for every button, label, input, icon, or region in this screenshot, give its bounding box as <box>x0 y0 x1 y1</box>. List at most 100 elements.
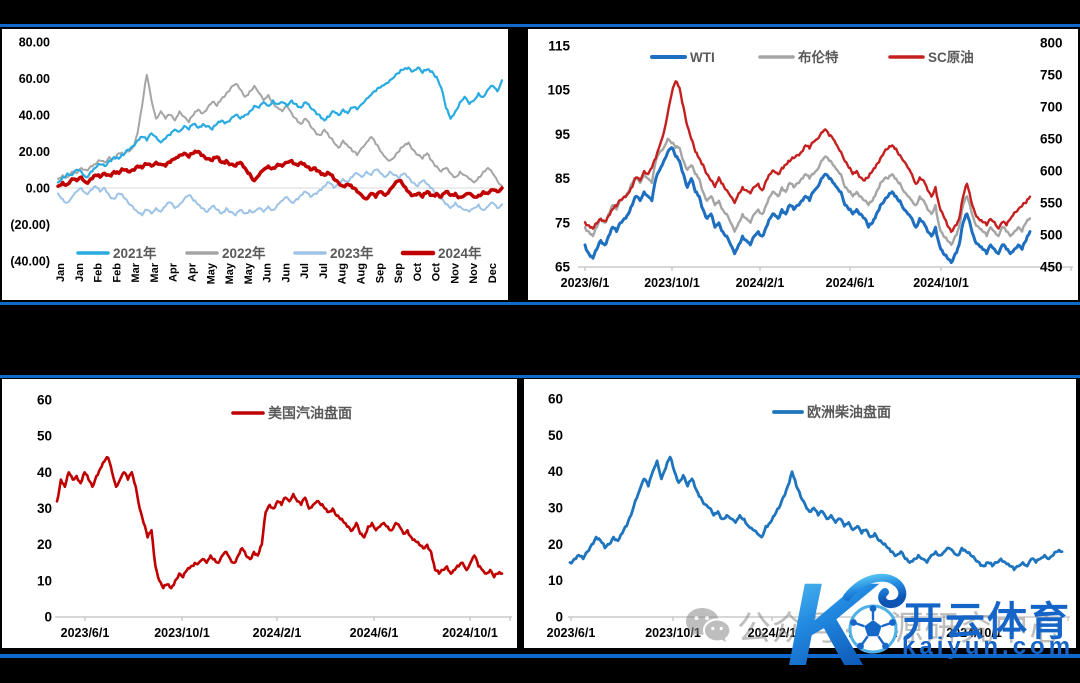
legend-label: SC原油 <box>928 49 974 65</box>
x-axis-tick-label: May <box>205 262 217 284</box>
x-axis-tick-label: Aug <box>337 263 349 284</box>
x-axis-tick-label: Apr <box>168 262 180 282</box>
legend-label: 2023年 <box>330 245 374 261</box>
series-line-WTI <box>583 146 1032 265</box>
y-axis-tick-label: 60 <box>37 393 52 408</box>
x-axis-tick-label: Feb <box>93 263 105 283</box>
y-axis-tick-label: (40.00) <box>10 255 50 269</box>
y-axis-tick-label: (20.00) <box>10 218 50 232</box>
x-axis-tick-label: Oct <box>412 263 424 282</box>
y-axis-tick-label: 700 <box>1040 100 1063 115</box>
legend-label: WTI <box>690 50 715 65</box>
y-axis-tick-label: 20.00 <box>19 145 50 159</box>
brand-domain: kaiyun.com <box>902 633 1075 660</box>
kaiyun-logo-icon: K <box>787 559 907 683</box>
y-axis-tick-label: 10 <box>37 573 52 588</box>
chart-panel-yearly-spread: 80.00 60.00 40.00 20.00 0.00 (20.00) (40.00) Ja… <box>2 29 508 300</box>
y-axis-tick-label: 30 <box>548 501 563 516</box>
y-axis-tick-label: 0 <box>44 610 52 625</box>
wechat-watermark-text: 公众号·能源研究中心 <box>737 610 1065 648</box>
divider-bottom <box>0 654 1080 658</box>
y-axis-tick-label: 450 <box>1040 260 1063 275</box>
series-line-SC原油 <box>583 80 1032 234</box>
series-line-布伦特 <box>583 137 1032 247</box>
x-axis-tick-label: Nov <box>468 262 480 284</box>
divider-top <box>0 24 1080 27</box>
x-axis-tick-label: Aug <box>356 263 368 284</box>
y-axis-tick-label: 600 <box>1040 164 1063 179</box>
x-axis-tick-label: Jan <box>74 263 86 282</box>
legend-label: 布伦特 <box>798 49 839 65</box>
y-axis-tick-label: 800 <box>1040 36 1063 51</box>
x-axis-tick-label: 2024/2/1 <box>736 276 785 290</box>
series-line-欧洲柴油盘面 <box>568 455 1064 572</box>
chart-panel-crude-prices: 115 105 95 85 75 65 800 750 700 650 600 550 500 450 20… <box>528 29 1078 300</box>
x-axis-tick-label: 2024/10/1 <box>442 626 498 640</box>
x-axis-tick-label: Nov <box>449 262 461 284</box>
x-axis-tick-label: Jul <box>299 263 311 279</box>
y-axis-tick-label: 60 <box>548 392 563 407</box>
x-axis-tick-label: Jun <box>262 263 274 283</box>
x-axis-tick-label: 2023/6/1 <box>61 626 110 640</box>
y-axis-tick-label: 95 <box>555 127 571 142</box>
series-line-2024年 <box>56 149 504 201</box>
divider-middle-lower <box>0 375 1080 378</box>
y-axis-tick-label: 650 <box>1040 132 1063 147</box>
legend-label: 2022年 <box>222 245 266 261</box>
series-line-2023年 <box>57 168 503 217</box>
x-axis-tick-label: Jul <box>318 263 330 279</box>
legend-label: 欧洲柴油盘面 <box>807 404 891 420</box>
y-axis-tick-label: 75 <box>555 215 571 230</box>
series-line-2022年 <box>57 73 503 188</box>
chart-panel-us-gasoline: 60 50 40 30 20 10 0 2023/6/1 2023/10/1 2024/2/1 20… <box>2 379 517 648</box>
y-axis-tick-label: 750 <box>1040 68 1063 83</box>
series-line-2021年 <box>56 66 504 184</box>
y-axis-tick-label: 40.00 <box>19 109 50 123</box>
x-axis-tick-label: Mar <box>149 262 161 282</box>
x-axis-tick-label: 2024/2/1 <box>748 626 797 640</box>
y-axis-tick-label: 80.00 <box>19 36 50 50</box>
divider-middle-upper <box>0 302 1080 305</box>
kaiyun-watermark: K 开云体育 kaiyun.com <box>745 559 1080 683</box>
y-axis-tick-label: 105 <box>547 83 570 98</box>
x-axis-tick-label: Sep <box>374 263 386 283</box>
x-axis-tick-label: Oct <box>431 263 443 282</box>
y-axis-tick-label: 50 <box>37 429 52 444</box>
legend-label: 2024年 <box>438 245 482 261</box>
x-axis-tick-label: Mar <box>130 262 142 282</box>
y-axis-tick-label: 20 <box>37 537 52 552</box>
y-axis-tick-label: 500 <box>1040 228 1063 243</box>
us-gasoline-chart: 60 50 40 30 20 10 0 2023/6/1 2023/10/1 2024/2/1 20… <box>37 393 512 640</box>
legend-label: 2021年 <box>113 245 157 261</box>
y-axis-tick-label: 50 <box>548 428 563 443</box>
y-axis-tick-label: 115 <box>548 39 570 54</box>
brand-name: 开云体育 <box>903 600 1071 644</box>
yearly-spread-chart: 80.00 60.00 40.00 20.00 0.00 (20.00) (40.00) Ja… <box>10 36 504 284</box>
x-axis-tick-label: 2024/10/1 <box>946 626 1002 640</box>
legend-label: 美国汽油盘面 <box>268 405 352 421</box>
x-axis-tick-label: Sep <box>393 263 405 283</box>
y-axis-tick-label: 60.00 <box>19 72 50 86</box>
x-axis-tick-label: Feb <box>111 263 123 283</box>
x-axis-tick-label: 2023/6/1 <box>547 626 596 640</box>
x-axis-tick-label: 2024/10/1 <box>913 276 969 290</box>
y-axis-tick-label: 0 <box>555 610 563 625</box>
chart-panel-eu-diesel: 60 50 40 30 20 10 0 2023/6/1 2023/10/1 2024/2/1 20… <box>524 379 1076 648</box>
series-line-美国汽油盘面 <box>55 455 504 590</box>
wechat-icon <box>684 604 732 650</box>
x-axis-tick-label: Apr <box>186 262 198 282</box>
x-axis-tick-label: May <box>243 262 255 284</box>
y-axis-tick-label: 20 <box>548 537 563 552</box>
x-axis-tick-label: Jun <box>280 263 292 283</box>
x-axis-tick-label: 2023/10/1 <box>154 626 210 640</box>
x-axis-tick-label: 2024/2/1 <box>253 626 302 640</box>
y-axis-tick-label: 40 <box>37 465 52 480</box>
crude-prices-chart: 115 105 95 85 75 65 800 750 700 650 600 550 500 450 20… <box>547 36 1073 290</box>
x-axis-tick-label: 2024/6/1 <box>350 626 399 640</box>
y-axis-tick-label: 65 <box>555 260 571 275</box>
y-axis-tick-label: 30 <box>37 501 52 516</box>
x-axis-tick-label: 2023/10/1 <box>645 626 701 640</box>
y-axis-tick-label: 0.00 <box>26 182 50 196</box>
x-axis-tick-label: Dec <box>487 263 499 283</box>
